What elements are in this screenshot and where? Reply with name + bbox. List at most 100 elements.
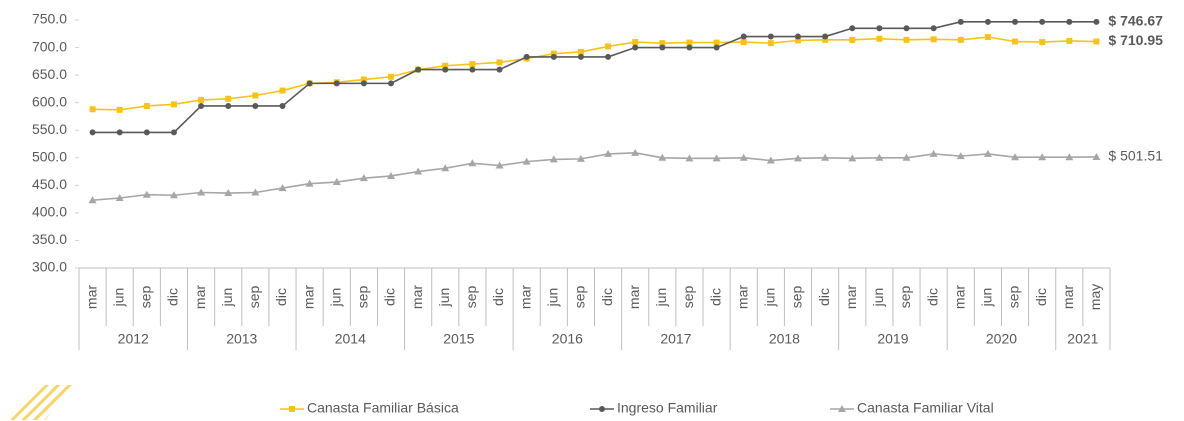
marker: [930, 25, 937, 32]
marker: [360, 76, 367, 83]
legend-label: Canasta Familiar Básica: [307, 400, 459, 416]
marker: [388, 73, 395, 80]
marker: [983, 149, 992, 157]
marker: [415, 66, 422, 73]
marker: [1011, 153, 1020, 161]
y-tick-label: 300.0: [32, 259, 67, 275]
marker: [252, 102, 259, 109]
series-line: [92, 21, 1097, 134]
marker: [169, 191, 178, 199]
marker: [956, 152, 965, 160]
marker: [767, 40, 774, 47]
marker: [929, 149, 938, 157]
y-tick-label: 450.0: [32, 176, 67, 192]
marker: [957, 18, 964, 25]
marker: [876, 35, 883, 42]
marker: [224, 189, 233, 197]
y-tick-label: 400.0: [32, 204, 67, 220]
marker: [388, 80, 395, 87]
marker: [822, 33, 829, 40]
x-tick-label: mar: [192, 285, 208, 309]
marker: [902, 153, 911, 161]
marker: [849, 36, 856, 43]
marker: [333, 80, 340, 87]
x-tick-label: sep: [463, 286, 479, 309]
marker: [604, 149, 613, 157]
marker: [1066, 18, 1073, 25]
marker: [332, 178, 341, 186]
marker: [821, 153, 830, 161]
x-tick-label: mar: [409, 285, 425, 309]
marker: [712, 154, 721, 162]
marker: [1065, 153, 1074, 161]
marker: [143, 102, 150, 109]
marker: [1012, 18, 1019, 25]
marker: [766, 156, 775, 164]
x-tick-label: mar: [626, 285, 642, 309]
marker: [903, 25, 910, 32]
marker: [957, 36, 964, 43]
x-tick-label: may: [1087, 284, 1103, 310]
x-tick-label: sep: [897, 286, 913, 309]
marker: [495, 161, 504, 169]
group-label: 2018: [769, 331, 800, 347]
x-tick-label: mar: [83, 285, 99, 309]
x-tick-label: dic: [707, 288, 723, 306]
marker: [822, 36, 829, 43]
marker: [496, 59, 503, 66]
y-tick-label: 550.0: [32, 121, 67, 137]
y-tick-label: 500.0: [32, 148, 67, 164]
marker: [251, 188, 260, 196]
y-tick-label: 650.0: [32, 66, 67, 82]
x-tick-label: sep: [138, 286, 154, 309]
marker: [930, 36, 937, 43]
marker: [289, 406, 295, 412]
marker: [1066, 37, 1073, 44]
marker: [713, 44, 720, 51]
marker: [197, 188, 206, 196]
marker: [89, 129, 96, 136]
group-label: 2012: [118, 331, 149, 347]
marker: [116, 129, 123, 136]
y-tick-label: 750.0: [32, 11, 67, 27]
marker: [605, 43, 612, 50]
marker: [360, 80, 367, 87]
marker: [838, 405, 846, 412]
marker: [387, 171, 396, 179]
marker: [359, 174, 368, 182]
marker: [876, 25, 883, 32]
group-label: 2019: [877, 331, 908, 347]
marker: [577, 48, 584, 55]
x-tick-label: sep: [680, 286, 696, 309]
marker: [659, 40, 666, 47]
x-tick-label: jun: [327, 288, 343, 308]
marker: [469, 66, 476, 73]
marker: [1039, 18, 1046, 25]
marker: [143, 129, 150, 136]
x-tick-label: jun: [219, 288, 235, 308]
marker: [1038, 153, 1047, 161]
marker: [252, 92, 259, 99]
marker: [599, 406, 605, 412]
x-tick-label: sep: [572, 286, 588, 309]
marker: [549, 155, 558, 163]
marker: [496, 66, 503, 73]
marker: [577, 53, 584, 60]
marker: [576, 154, 585, 162]
marker: [550, 50, 557, 57]
marker: [739, 153, 748, 161]
group-label: 2020: [986, 331, 1017, 347]
marker: [142, 190, 151, 198]
marker: [659, 44, 666, 51]
marker: [1012, 38, 1019, 45]
x-tick-label: mar: [734, 285, 750, 309]
marker: [605, 53, 612, 60]
x-tick-label: mar: [843, 285, 859, 309]
y-tick-label: 350.0: [32, 231, 67, 247]
marker: [522, 157, 531, 165]
group-label: 2013: [226, 331, 257, 347]
marker: [279, 102, 286, 109]
x-tick-label: jun: [762, 288, 778, 308]
x-tick-label: dic: [165, 288, 181, 306]
